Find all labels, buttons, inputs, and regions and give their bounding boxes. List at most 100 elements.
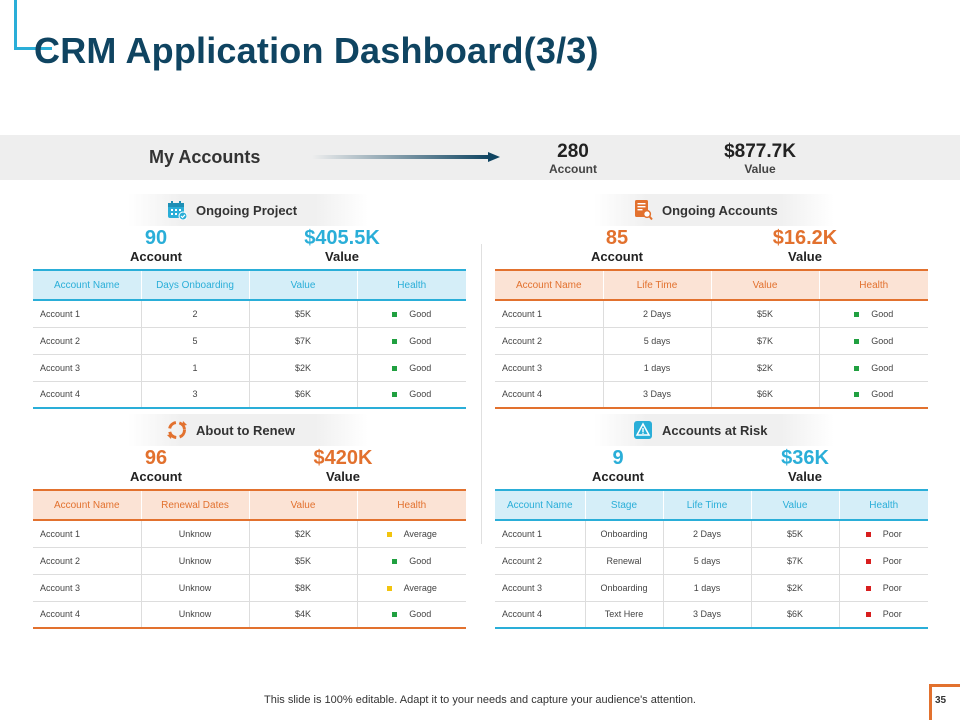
renewal-date-cell: Unknow (140, 520, 249, 548)
accounts-at-risk-account-count: 9 (612, 447, 624, 469)
health-cell: Good (356, 300, 466, 328)
health-label: Poor (882, 555, 902, 566)
table-row[interactable]: Account 4 Unknow $4K Good (33, 601, 466, 629)
health-label: Good (409, 335, 432, 346)
column-header[interactable]: Value (248, 490, 357, 520)
renewal-date-cell: Unknow (140, 601, 249, 629)
ongoing-project-header: Ongoing Project (128, 194, 368, 226)
health-cell: Poor (838, 547, 928, 575)
table-header-row: Account Name Renewal Dates Value Health (33, 490, 466, 520)
ongoing-project-account-count: 90 (144, 227, 168, 249)
ongoing-accounts-value-label: Value (788, 249, 822, 264)
table-row[interactable]: Account 3 Unknow $8K Average (33, 574, 466, 602)
health-cell: Good (356, 354, 466, 382)
health-status-indicator (854, 365, 860, 371)
table-row[interactable]: Account 2 Renewal 5 days $7K Poor (495, 547, 928, 575)
column-header[interactable]: Life Time (662, 490, 751, 520)
accounts-at-risk-header: Accounts at Risk (594, 414, 834, 446)
ongoing-accounts-account-label: Account (591, 249, 643, 264)
column-header[interactable]: Account Name (515, 279, 582, 291)
column-header[interactable]: Renewal Dates (140, 490, 249, 520)
refresh-cycle-icon (166, 419, 188, 441)
column-header[interactable]: Account Name (53, 279, 120, 291)
accounts-at-risk-account-stat: 9 Account (578, 447, 658, 485)
column-header[interactable]: Days Onboarding (140, 270, 249, 300)
table-row[interactable]: Account 3 1 days $2K Good (495, 354, 928, 382)
page-title: CRM Application Dashboard(3/3) (34, 30, 599, 71)
health-cell: Poor (838, 574, 928, 602)
account-name-cell: Account 3 (33, 354, 141, 382)
column-header[interactable]: Value (710, 270, 819, 300)
banner-account-stat: 280 Account (540, 142, 606, 177)
life-time-cell: 3 Days (602, 381, 711, 409)
document-search-icon (632, 199, 654, 221)
column-header[interactable]: Account Name (53, 499, 120, 511)
value-cell: $2K (710, 354, 819, 382)
account-name-cell: Account 4 (33, 601, 141, 629)
column-header[interactable]: Health (356, 270, 466, 300)
life-time-cell: 2 Days (662, 520, 751, 548)
account-name-cell: Account 1 (495, 300, 603, 328)
value-cell: $2K (248, 354, 357, 382)
column-header[interactable]: Health (356, 490, 466, 520)
value-cell: $5K (750, 520, 839, 548)
health-label: Good (871, 362, 894, 373)
table-header-row: Account Name Days Onboarding Value Healt… (33, 270, 466, 300)
corner-bracket-top-left (14, 0, 52, 50)
table-row[interactable]: Account 4 3 $6K Good (33, 381, 466, 409)
warning-triangle-icon (632, 419, 654, 441)
table-row[interactable]: Account 3 Onboarding 1 days $2K Poor (495, 574, 928, 602)
health-cell: Good (818, 300, 928, 328)
value-cell: $7K (248, 327, 357, 355)
column-header[interactable]: Value (248, 270, 357, 300)
life-time-cell: 5 days (662, 547, 751, 575)
table-header-row: Account Name Life Time Value Health (495, 270, 928, 300)
column-header[interactable]: Health (838, 490, 928, 520)
about-to-renew-table: Account Name Renewal Dates Value Health … (33, 489, 466, 629)
life-time-cell: 5 days (602, 327, 711, 355)
stage-cell: Text Here (584, 601, 663, 629)
ongoing-accounts-value-amount: $16.2K (772, 227, 838, 249)
ongoing-accounts-title: Ongoing Accounts (662, 202, 778, 218)
health-status-indicator (386, 585, 392, 591)
table-row[interactable]: Account 2 5 days $7K Good (495, 327, 928, 355)
health-label: Poor (882, 582, 902, 593)
health-label: Good (409, 389, 432, 400)
calendar-check-icon (166, 199, 188, 221)
value-cell: $7K (750, 547, 839, 575)
days-onboarding-cell: 5 (140, 327, 249, 355)
health-cell: Poor (838, 520, 928, 548)
health-status-indicator (386, 531, 392, 537)
accounts-at-risk-account-label: Account (592, 469, 644, 484)
ongoing-accounts-value-stat: $16.2K Value (758, 227, 852, 265)
health-label: Good (871, 389, 894, 400)
stage-cell: Renewal (584, 547, 663, 575)
ongoing-project-value-stat: $405.5K Value (292, 227, 392, 265)
ongoing-project-account-stat: 90 Account (116, 227, 196, 265)
column-header[interactable]: Stage (584, 490, 663, 520)
health-cell: Good (818, 327, 928, 355)
accounts-at-risk-value-amount: $36K (781, 447, 829, 469)
health-label: Poor (882, 528, 902, 539)
table-row[interactable]: Account 2 Unknow $5K Good (33, 547, 466, 575)
table-row[interactable]: Account 4 3 Days $6K Good (495, 381, 928, 409)
table-row[interactable]: Account 2 5 $7K Good (33, 327, 466, 355)
table-row[interactable]: Account 1 Onboarding 2 Days $5K Poor (495, 520, 928, 548)
health-label: Good (409, 308, 432, 319)
column-header[interactable]: Life Time (602, 270, 711, 300)
banner-value-amount: $877.7K (724, 141, 796, 162)
health-label: Good (409, 555, 432, 566)
renewal-date-cell: Unknow (140, 547, 249, 575)
health-label: Average (403, 582, 437, 593)
health-status-indicator (392, 392, 398, 398)
table-row[interactable]: Account 1 Unknow $2K Average (33, 520, 466, 548)
stage-cell: Onboarding (584, 520, 663, 548)
table-row[interactable]: Account 4 Text Here 3 Days $6K Poor (495, 601, 928, 629)
health-label: Poor (882, 609, 902, 620)
table-row[interactable]: Account 3 1 $2K Good (33, 354, 466, 382)
column-header[interactable]: Account Name (506, 499, 573, 511)
table-row[interactable]: Account 1 2 $5K Good (33, 300, 466, 328)
column-header[interactable]: Value (750, 490, 839, 520)
column-header[interactable]: Health (818, 270, 928, 300)
table-row[interactable]: Account 1 2 Days $5K Good (495, 300, 928, 328)
